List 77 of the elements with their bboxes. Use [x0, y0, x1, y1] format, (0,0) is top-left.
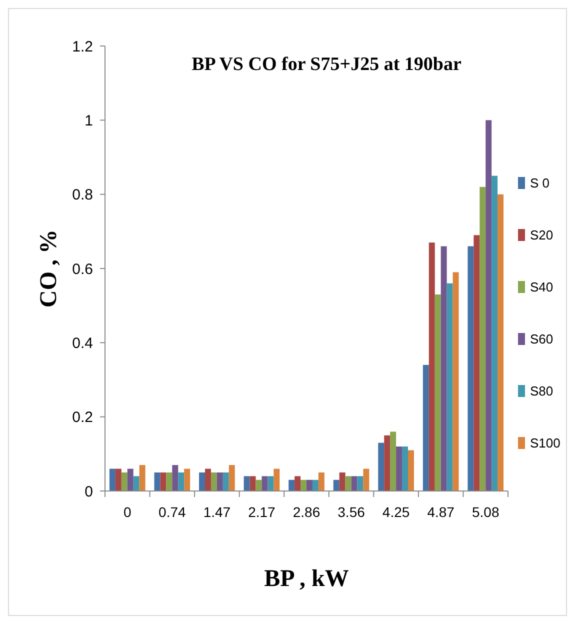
bar: [480, 186, 486, 491]
x-tick-label: 3.56: [338, 504, 366, 520]
y-tick-label: 0.2: [72, 409, 93, 426]
bar: [109, 468, 116, 491]
bar: [428, 242, 435, 491]
bar: [440, 246, 447, 491]
bar: [452, 272, 459, 491]
bar: [312, 480, 318, 491]
bar: [250, 476, 256, 491]
x-tick-label: 2.86: [292, 504, 320, 520]
bar: [363, 468, 370, 491]
bar: [216, 472, 223, 491]
bar: [160, 472, 166, 491]
bar: [474, 235, 480, 491]
bar: [274, 468, 280, 491]
bar: [486, 120, 492, 491]
x-tick-label: 2.17: [248, 504, 276, 520]
x-tick-label: 5.08: [472, 504, 500, 520]
bar: [422, 364, 429, 491]
bar: [492, 176, 498, 491]
bar: [408, 450, 414, 491]
bar: [244, 476, 250, 491]
bar: [288, 480, 295, 491]
bar: [133, 476, 140, 491]
bar: [396, 446, 402, 491]
bar: [300, 480, 306, 491]
bar: [199, 472, 206, 491]
x-tick-label: 0.74: [158, 504, 186, 520]
bar: [498, 194, 504, 491]
bar: [351, 476, 358, 491]
bar: [184, 468, 190, 491]
bar: [228, 465, 235, 491]
bar: [402, 446, 408, 491]
y-tick-label: 0.6: [72, 260, 93, 278]
x-tick-label: 1.47: [203, 504, 231, 520]
bar: [178, 472, 184, 491]
legend-label: S80: [530, 384, 554, 399]
legend-label: S100: [530, 436, 560, 451]
x-axis-title: BP , kW: [264, 566, 349, 592]
bar: [166, 472, 172, 491]
bar: [268, 476, 274, 491]
chart-title: BP VS CO for S75+J25 at 190bar: [192, 54, 462, 75]
bar: [390, 432, 396, 491]
bar: [121, 472, 128, 491]
bar: [172, 465, 178, 491]
x-tick-label: 4.87: [427, 504, 455, 520]
y-tick-label: 0.4: [72, 334, 93, 352]
y-axis-title: CO , %: [36, 230, 62, 308]
bar: [339, 472, 346, 491]
bar: [115, 468, 122, 491]
y-tick-label: 0: [84, 483, 93, 500]
bar: [210, 472, 217, 491]
legend-label: S40: [530, 280, 554, 295]
bar: [222, 472, 229, 491]
x-tick-label: 0: [123, 504, 132, 520]
bar: [378, 442, 384, 491]
bar: [333, 480, 340, 491]
bar: [294, 476, 301, 491]
bar: [306, 480, 312, 491]
bar: [139, 465, 146, 491]
bar: [318, 472, 324, 491]
legend-label: S 0: [530, 176, 550, 191]
bar: [262, 476, 268, 491]
x-tick-label: 4.25: [382, 504, 410, 520]
bar: [384, 435, 390, 491]
bar: [345, 476, 352, 491]
bar: [357, 476, 364, 491]
bar: [205, 468, 211, 491]
bar: [468, 246, 474, 491]
y-tick-label: 0.8: [72, 186, 93, 204]
y-tick-label: 1.2: [72, 38, 93, 56]
bar: [434, 294, 441, 491]
bar: [446, 283, 453, 491]
legend-label: S20: [530, 228, 554, 243]
legend-label: S60: [530, 332, 554, 347]
bar: [127, 468, 134, 491]
y-tick-label: 1: [84, 112, 93, 130]
